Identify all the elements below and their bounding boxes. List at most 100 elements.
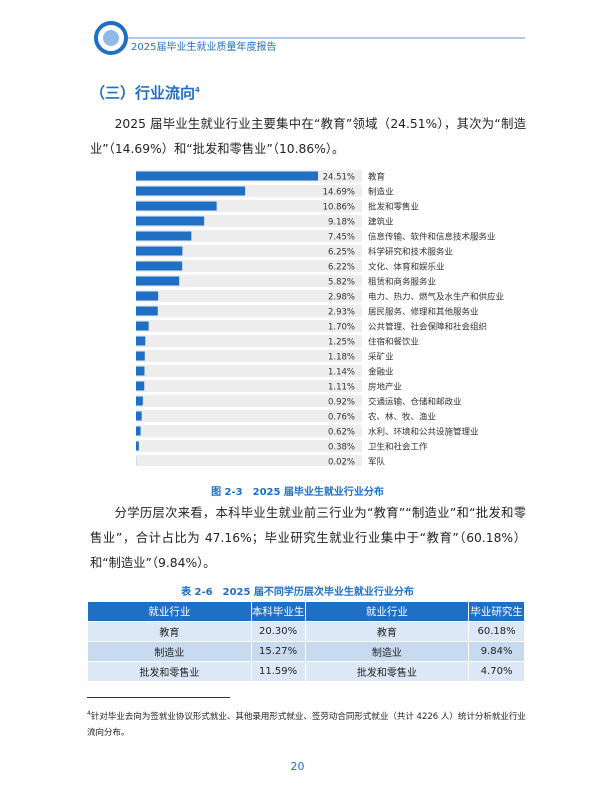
- value-label: 2.98%: [328, 293, 355, 303]
- row-background: [136, 365, 362, 377]
- table-header: 毕业研究生: [468, 601, 525, 622]
- table-cell: 15.27%: [250, 641, 306, 662]
- row-background: [136, 425, 362, 437]
- value-label: 24.51%: [323, 173, 355, 183]
- table-cell: 20.30%: [250, 621, 306, 642]
- value-label: 0.76%: [328, 413, 355, 423]
- chart: 24.51% 教育 14.69% 制造业 10.86% 批发和零售业 9.18% 建筑业 7.4…: [136, 170, 504, 467]
- table-row: 教育 20.30% 教育 60.18%: [87, 621, 525, 642]
- bar: [136, 291, 159, 301]
- footnote-text: 针对毕业去向为签就业协议形式就业、其他录用形式就业、签劳动合同形式就业（共计 4…: [87, 711, 526, 738]
- value-label: 1.25%: [328, 338, 355, 348]
- row-background: [136, 230, 362, 242]
- value-label: 0.38%: [328, 443, 355, 453]
- header-title: 2025届毕业生就业质量年度报告: [131, 40, 276, 53]
- table-header-row: 就业行业 本科毕业生 就业行业 毕业研究生: [87, 601, 525, 622]
- bar: [136, 201, 217, 211]
- page-number: 20: [290, 760, 305, 773]
- value-label: 14.69%: [323, 188, 355, 198]
- row-background: [136, 410, 362, 422]
- category-label: 农、林、牧、渔业: [368, 412, 436, 423]
- bar: [136, 261, 183, 271]
- row-background: [136, 260, 362, 272]
- footnote-rule: [87, 697, 230, 698]
- bar: [136, 276, 180, 286]
- row-background: [136, 380, 362, 392]
- table-cell: 制造业: [304, 641, 470, 662]
- category-label: 交通运输、仓储和邮政业: [368, 397, 462, 408]
- bar: [136, 441, 139, 451]
- paragraph: 分学历层次来看，本科毕业生就业前三行业为“教育”“制造业”和“批发和零售业”，合…: [90, 506, 526, 570]
- value-label: 7.45%: [328, 233, 355, 243]
- table-cell: 9.84%: [468, 641, 525, 662]
- bar: [136, 366, 145, 376]
- category-label: 水利、环境和公共设施管理业: [368, 427, 479, 438]
- bar: [136, 216, 205, 226]
- category-label: 制造业: [368, 187, 394, 198]
- category-label: 科学研究和技术服务业: [368, 247, 453, 258]
- bar: [136, 171, 318, 181]
- value-label: 1.70%: [328, 323, 355, 333]
- table-cell: 教育: [304, 621, 470, 642]
- paragraph: 2025 届毕业生就业行业主要集中在“教育”领域（24.51%），其次为“制造业…: [90, 117, 526, 156]
- category-label: 采矿业: [368, 352, 394, 363]
- row-background: [136, 335, 362, 347]
- category-label: 金融业: [368, 367, 394, 378]
- table-caption: 表 2-6 2025 届不同学历层次毕业生就业行业分布: [181, 587, 414, 598]
- category-label: 批发和零售业: [368, 202, 419, 213]
- footnote: 4针对毕业去向为签就业协议形式就业、其他录用形式就业、签劳动合同形式就业（共计 …: [87, 706, 527, 741]
- value-label: 6.22%: [328, 263, 355, 273]
- row-background: [136, 440, 362, 452]
- bar: [136, 426, 141, 436]
- table-cell: 4.70%: [468, 661, 525, 682]
- bar: [136, 351, 145, 361]
- table-cell: 制造业: [87, 641, 252, 662]
- value-label: 1.11%: [328, 383, 355, 393]
- section-heading: （三）行业流向4: [90, 82, 200, 103]
- table-header: 本科毕业生: [250, 601, 306, 622]
- value-label: 0.92%: [328, 398, 355, 408]
- bar: [136, 246, 183, 256]
- value-label: 6.25%: [328, 248, 355, 258]
- value-label: 0.62%: [328, 428, 355, 438]
- category-label: 公共管理、社会保障和社会组织: [368, 322, 487, 333]
- bar: [136, 396, 143, 406]
- category-label: 信息传输、软件和信息技术服务业: [368, 232, 496, 243]
- value-label: 0.02%: [328, 458, 355, 467]
- row-background: [136, 275, 362, 287]
- row-background: [136, 455, 362, 466]
- table-cell: 批发和零售业: [87, 661, 252, 682]
- table-cell: 11.59%: [250, 661, 306, 682]
- category-label: 军队: [368, 457, 386, 467]
- bar: [136, 336, 146, 346]
- category-label: 居民服务、修理和其他服务业: [368, 307, 479, 318]
- category-label: 文化、体育和娱乐业: [368, 262, 445, 273]
- footnote-mark: 4: [87, 710, 91, 717]
- value-label: 1.18%: [328, 353, 355, 363]
- row-background: [136, 320, 362, 332]
- table-header: 就业行业: [87, 601, 252, 622]
- category-label: 住宿和餐饮业: [368, 337, 419, 348]
- value-label: 10.86%: [323, 203, 355, 213]
- table-cell: 批发和零售业: [304, 661, 470, 682]
- row-background: [136, 395, 362, 407]
- bar: [136, 381, 145, 391]
- page-header: 2025届毕业生就业质量年度报告: [94, 21, 525, 55]
- table-row: 批发和零售业 11.59% 批发和零售业 4.70%: [87, 661, 525, 682]
- category-label: 卫生和社会工作: [368, 442, 428, 453]
- figure-caption: 图 2-3 2025 届毕业生就业行业分布: [211, 487, 384, 498]
- row-background: [136, 245, 362, 257]
- table-header: 就业行业: [304, 601, 470, 622]
- value-label: 9.18%: [328, 218, 355, 228]
- row-background: [136, 290, 362, 302]
- row-background: [136, 305, 362, 317]
- logo-inner: [103, 30, 119, 46]
- value-label: 2.93%: [328, 308, 355, 318]
- category-label: 租赁和商务服务业: [368, 277, 436, 288]
- heading-text: （三）行业流向: [90, 84, 196, 102]
- bar: [136, 231, 192, 241]
- value-label: 5.82%: [328, 278, 355, 288]
- value-label: 1.14%: [328, 368, 355, 378]
- category-label: 建筑业: [368, 217, 394, 228]
- table-row: 制造业 15.27% 制造业 9.84%: [87, 641, 525, 662]
